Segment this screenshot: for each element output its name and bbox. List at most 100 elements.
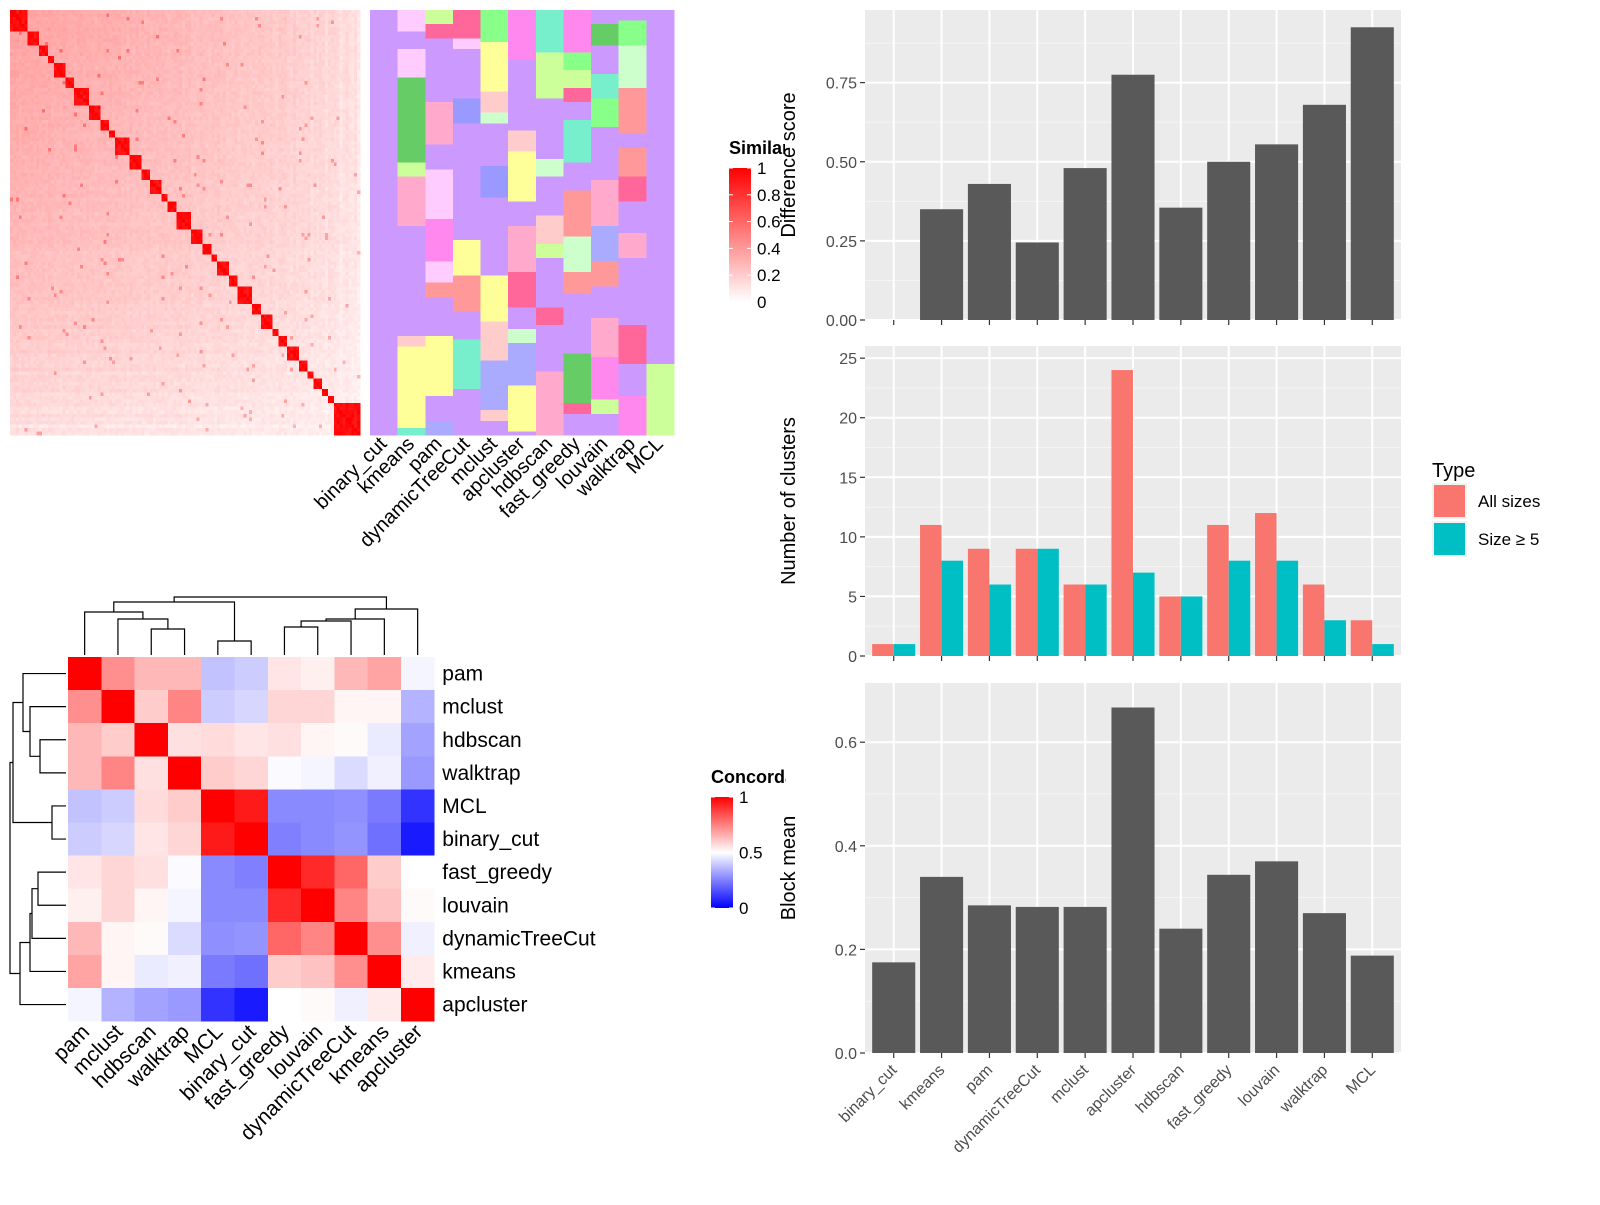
similarity-cell [345,56,349,60]
similarity-cell [298,73,302,78]
similarity-cell [190,112,195,117]
similarity-cell [167,87,171,92]
similarity-cell [141,52,145,57]
similarity-cell [278,98,282,103]
similarity-cell [10,151,14,156]
similarity-cell [56,87,60,92]
similarity-cell [313,95,317,99]
similarity-cell [132,80,136,85]
similarity-cell [199,109,203,114]
similarity-cell [237,48,241,53]
similarity-cell [182,24,186,29]
similarity-cell [135,91,139,96]
similarity-cell [313,48,317,53]
similarity-cell [141,84,145,89]
similarity-cell [313,52,317,57]
similarity-cell [179,95,183,99]
similarity-cell [94,148,98,152]
similarity-cell [222,84,227,89]
similarity-cell [228,133,232,138]
similarity-cell [292,98,297,103]
similarity-cell [319,102,323,106]
similarity-cell [190,41,195,46]
similarity-cell [193,155,197,160]
similarity-cell [243,24,247,29]
similarity-cell [228,56,232,60]
similarity-cell [205,119,209,124]
similarity-cell [330,80,335,85]
similarity-cell [164,116,168,121]
similarity-cell [91,102,95,106]
similarity-cell [39,130,43,135]
similarity-cell [199,133,203,138]
similarity-cell [275,112,279,117]
similarity-cell [170,73,174,78]
similarity-cell [307,91,311,96]
similarity-cell [325,52,329,57]
similarity-cell [199,151,203,156]
similarity-cell [80,144,84,149]
similarity-cell [260,116,265,121]
similarity-cell [100,105,104,110]
similarity-cell [190,70,195,75]
similarity-cell [187,45,192,50]
similarity-cell [144,141,148,145]
similarity-cell [193,34,197,39]
similarity-cell [94,45,98,50]
similarity-cell [228,66,232,71]
similarity-cell [12,38,17,43]
similarity-cell [85,91,90,96]
similarity-cell [266,126,270,131]
similarity-cell [304,59,308,64]
similarity-cell [255,10,259,14]
similarity-cell [147,13,151,18]
similarity-cell [301,130,305,135]
similarity-cell [138,73,142,78]
similarity-cell [336,87,340,92]
similarity-cell [182,48,186,53]
similarity-cell [292,126,297,131]
similarity-cell [290,126,294,131]
similarity-cell [155,59,160,64]
similarity-cell [24,144,28,149]
similarity-cell [208,141,212,145]
similarity-cell [266,56,270,60]
similarity-cell [152,119,157,124]
similarity-cell [333,151,337,156]
similarity-cell [246,151,250,156]
similarity-cell [100,91,104,96]
similarity-cell [222,17,227,21]
similarity-cell [50,130,55,135]
similarity-cell [217,73,221,78]
similarity-cell [161,13,165,18]
similarity-cell [190,148,195,152]
similarity-cell [211,109,215,114]
similarity-cell [339,48,343,53]
similarity-cell [357,56,361,60]
similarity-cell [59,17,63,21]
similarity-cell [94,95,98,99]
similarity-cell [65,151,69,156]
similarity-cell [173,95,177,99]
similarity-cell [348,112,352,117]
similarity-cell [196,119,200,124]
similarity-cell [225,20,230,25]
similarity-cell [357,52,361,57]
similarity-cell [30,119,34,124]
similarity-cell [170,45,174,50]
similarity-cell [10,102,14,106]
similarity-cell [316,87,320,92]
similarity-cell [243,10,247,14]
similarity-cell [117,77,122,82]
similarity-cell [100,130,104,135]
similarity-cell [158,45,162,50]
similarity-cell [354,27,358,32]
similarity-cell [304,141,308,145]
similarity-cell [45,155,49,160]
similarity-cell [263,41,267,46]
similarity-cell [228,130,232,135]
similarity-cell [36,87,40,92]
similarity-cell [246,95,250,99]
similarity-cell [50,126,55,131]
similarity-cell [30,91,34,96]
